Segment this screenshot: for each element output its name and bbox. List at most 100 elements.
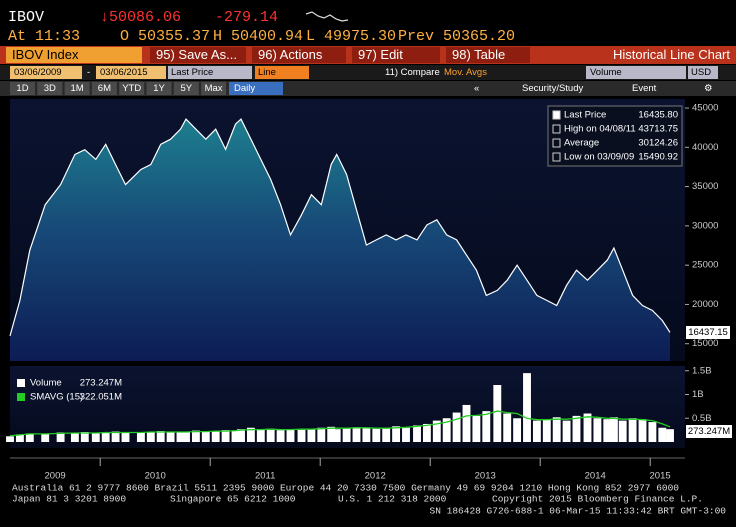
volume-bar (231, 430, 240, 442)
volume-bar (638, 419, 647, 442)
volume-bar (532, 420, 541, 442)
high: H 50400.94 (213, 28, 303, 45)
currency-select[interactable] (688, 66, 718, 79)
volume-bar (432, 420, 441, 442)
session-info: SN 186428 G726-688-1 06-Mar-15 11:33:42 … (430, 506, 727, 517)
prev: Prev 50365.20 (398, 28, 515, 45)
volume-bar (136, 432, 145, 442)
volume-bar (25, 433, 34, 442)
volume-bar (6, 436, 14, 442)
period-button[interactable] (37, 82, 63, 95)
sma-line (9, 410, 671, 437)
end-date-field[interactable] (96, 66, 166, 79)
last-price: ↓50086.06 (100, 9, 181, 26)
toolbar-button-label: 96) Actions (258, 47, 323, 62)
volume-bar (542, 419, 551, 442)
legend-box (547, 105, 683, 167)
volume-bar (317, 427, 326, 442)
open: O 50355.37 (120, 28, 210, 45)
volume-bar (286, 429, 295, 442)
date-separator: - (87, 67, 90, 78)
volume-bar (482, 411, 491, 442)
currency: USD (691, 67, 711, 78)
volume-bar (362, 427, 371, 442)
volume-bar (628, 418, 637, 442)
last-value-label: 273.247M (688, 426, 730, 437)
volume-bar (211, 431, 220, 442)
volume-bar (221, 430, 230, 442)
volume-bar (352, 427, 361, 442)
toolbar-button[interactable] (150, 47, 246, 63)
mov-avgs[interactable]: Mov. Avgs (444, 67, 487, 78)
volume-bar (246, 427, 255, 442)
style-select[interactable] (255, 66, 309, 79)
footer-contact: U.S. 1 212 318 2000 (338, 494, 447, 505)
toolbar-button[interactable] (446, 47, 530, 63)
volume-bar (307, 428, 316, 442)
volume-bar (603, 419, 612, 442)
start-date: 03/06/2009 (14, 67, 62, 78)
volume-bar (41, 433, 50, 442)
frequency-select[interactable] (229, 82, 283, 95)
volume-bar (493, 385, 502, 442)
security-field[interactable] (6, 47, 142, 63)
period-button[interactable] (64, 82, 90, 95)
y-tick-label: 0.5B (692, 413, 712, 424)
period-button[interactable] (119, 82, 145, 95)
y-tick-label: 45000 (692, 103, 718, 114)
toolbar-button[interactable] (252, 47, 346, 63)
legend-value: 15490.92 (638, 152, 678, 163)
period-button[interactable] (91, 82, 117, 95)
x-tick-label: 2010 (145, 471, 166, 482)
price-area (10, 119, 670, 361)
compare[interactable]: 11) Compare (385, 67, 440, 78)
y-tick-label: 40000 (692, 142, 718, 153)
footer-contact: Singapore 65 6212 1000 (170, 494, 296, 505)
x-tick-label: 2015 (650, 471, 671, 482)
volume-bar (658, 427, 667, 442)
last-value-box (686, 425, 732, 438)
volume-bar (91, 433, 100, 442)
period-button[interactable] (173, 82, 199, 95)
security: IBOV Index (12, 47, 79, 62)
volume-bar (70, 432, 79, 442)
legend-icon (552, 138, 561, 148)
volume-bar (56, 432, 65, 442)
volume-bar (402, 427, 410, 442)
volume-bar (382, 428, 391, 442)
volume-bar (166, 432, 175, 442)
legend-icon (552, 152, 561, 162)
toolbar-button-label: 97) Edit (358, 47, 403, 62)
security-study[interactable]: Security/Study (522, 83, 583, 94)
period-label: 1D (16, 83, 28, 94)
legend-value: 16435.80 (638, 110, 678, 121)
volume-bar (413, 425, 421, 442)
period-button[interactable] (146, 82, 172, 95)
period-label: Max (205, 83, 223, 94)
nav-back[interactable]: « (474, 83, 479, 94)
volume-bar (618, 420, 627, 442)
sparkline-icon (305, 11, 349, 22)
volume-bar (111, 431, 120, 442)
event[interactable]: Event (632, 83, 657, 94)
lower-select[interactable] (586, 66, 686, 79)
volume-bar (609, 417, 618, 442)
start-date-field[interactable] (10, 66, 82, 79)
legend-swatch (17, 393, 25, 401)
volume-bar (156, 431, 165, 442)
volume-bar (297, 429, 306, 442)
volume-bar (342, 428, 351, 442)
time: At 11:33 (8, 28, 80, 45)
toolbar-button-label: 95) Save As... (156, 47, 237, 62)
period-button[interactable] (201, 82, 227, 95)
volume-bar (462, 404, 471, 442)
legend-swatch (17, 379, 25, 387)
volume-bar (15, 434, 24, 442)
field-select[interactable] (168, 66, 252, 79)
settings-gear[interactable]: ⚙ (704, 83, 713, 94)
period-button[interactable] (10, 82, 35, 95)
volume-bar (176, 431, 185, 442)
ticker: IBOV (8, 9, 44, 26)
volume-bar (583, 413, 592, 442)
toolbar-button[interactable] (352, 47, 440, 63)
